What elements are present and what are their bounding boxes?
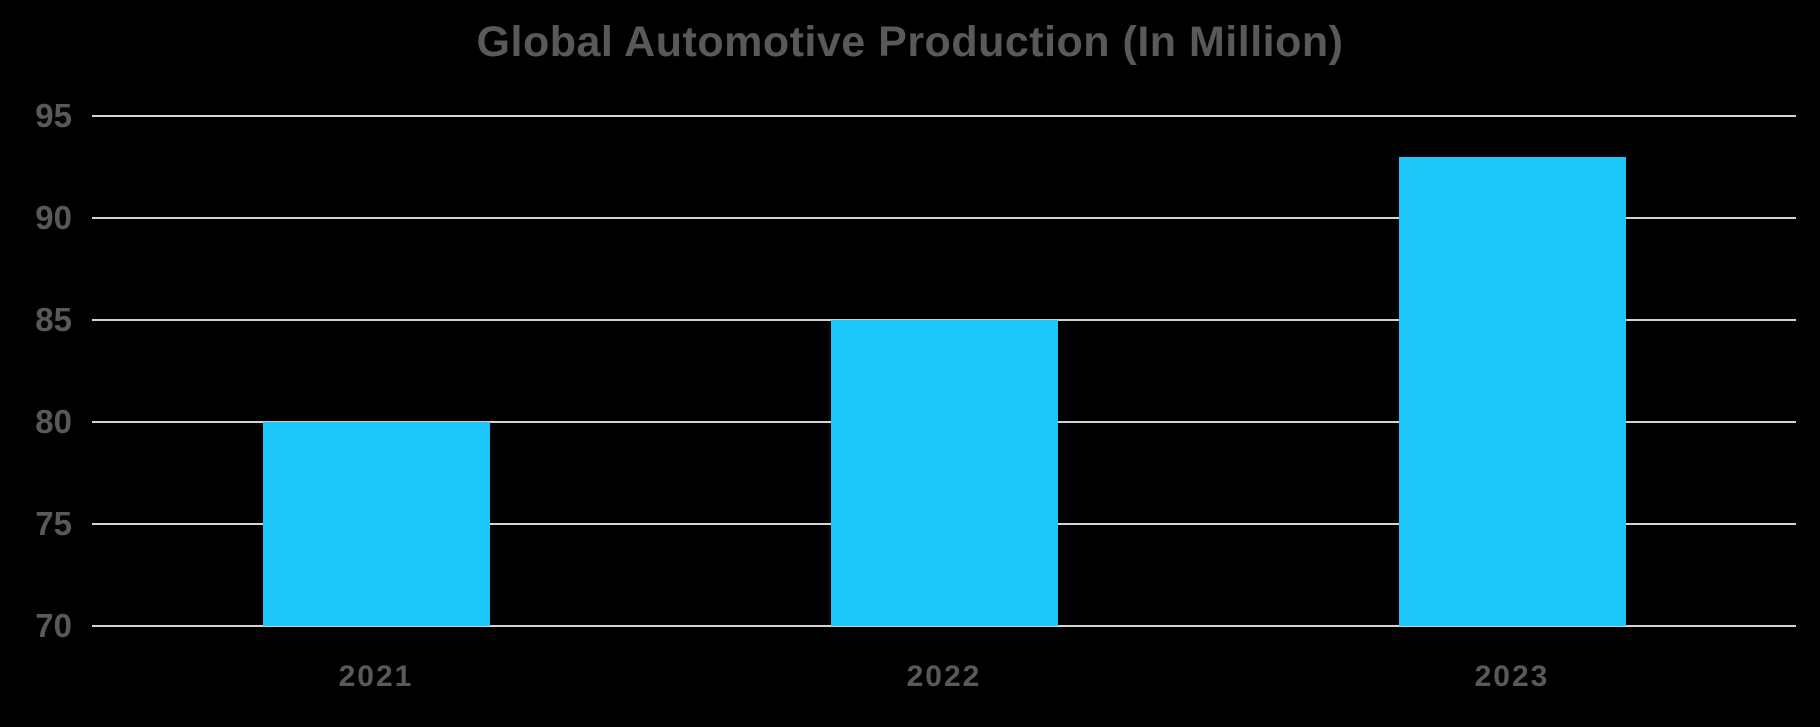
bar-2022 — [830, 320, 1058, 626]
y-axis-tick-label-95: 95 — [35, 97, 72, 134]
y-axis-tick-label-70: 70 — [35, 607, 72, 644]
plot-area — [92, 115, 1796, 627]
chart-title: Global Automotive Production (In Million… — [476, 18, 1344, 66]
x-axis-tick-label-2022: 2022 — [906, 660, 982, 693]
x-axis-tick-label-2023: 2023 — [1474, 660, 1550, 693]
y-axis-tick-label-75: 75 — [35, 505, 72, 542]
y-axis-tick-label-85: 85 — [35, 301, 72, 338]
bar-2021 — [262, 422, 490, 626]
y-axis-tick-label-90: 90 — [35, 199, 72, 236]
bar-2023 — [1398, 156, 1626, 626]
y-axis-tick-label-80: 80 — [35, 403, 72, 440]
gridline-95 — [92, 115, 1796, 117]
gridline-90 — [92, 217, 1796, 219]
gridline-70 — [92, 625, 1796, 627]
x-axis-tick-label-2021: 2021 — [338, 660, 414, 693]
